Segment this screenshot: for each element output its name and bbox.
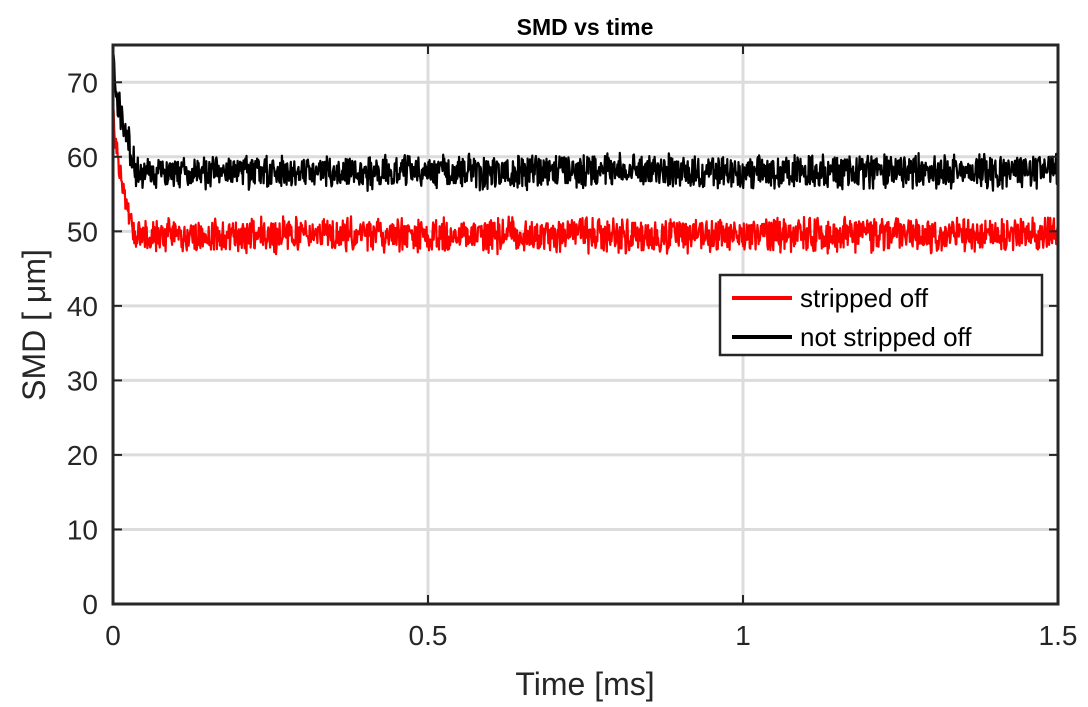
legend-box	[718, 273, 1044, 357]
x-tick-label: 0	[105, 620, 121, 651]
legend-entry-stripped-off: stripped off	[800, 283, 929, 313]
series-layer	[111, 53, 1060, 256]
y-tick-label: 30	[67, 365, 98, 396]
chart-title: SMD vs time	[517, 14, 654, 40]
y-tick-label: 50	[67, 216, 98, 247]
legend: stripped off not stripped off	[718, 273, 1044, 357]
y-tick-label: 40	[67, 291, 98, 322]
y-tick-label: 0	[82, 589, 98, 620]
y-tick-label: 10	[67, 514, 98, 545]
y-tick-label: 20	[67, 440, 98, 471]
series-line-stripped-off	[111, 108, 1060, 256]
series-line-not-stripped-off	[111, 53, 1060, 192]
y-tick-label: 60	[67, 142, 98, 173]
legend-entry-not-stripped-off: not stripped off	[800, 322, 972, 352]
x-tick-label: 1.5	[1039, 620, 1078, 651]
x-tick-label: 0.5	[409, 620, 448, 651]
y-axis-label: SMD [ μm]	[16, 249, 52, 401]
plot-frame	[111, 43, 1060, 606]
x-ticks: 0 0.5 1 1.5	[105, 45, 1077, 651]
x-axis-label: Time [ms]	[515, 666, 654, 702]
y-ticks: 0 10 20 30 40 50 60 70	[67, 67, 1058, 620]
x-tick-label: 1	[735, 620, 751, 651]
y-tick-label: 70	[67, 67, 98, 98]
